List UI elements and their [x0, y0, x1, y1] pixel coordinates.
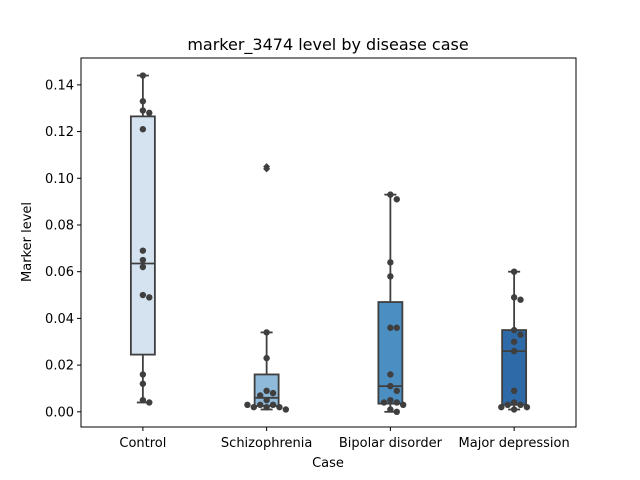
data-point	[139, 72, 147, 79]
data-point	[510, 294, 518, 301]
data-point	[263, 387, 270, 395]
data-point	[276, 403, 283, 411]
data-point	[139, 247, 147, 254]
data-point	[139, 98, 147, 105]
y-tick-label: 0.06	[45, 265, 74, 280]
data-point	[523, 403, 531, 411]
outlier-marker	[263, 163, 271, 171]
data-point	[393, 324, 400, 331]
data-point	[139, 371, 147, 378]
y-axis-label: Marker level	[20, 202, 35, 282]
data-point	[139, 107, 147, 114]
data-point	[498, 403, 505, 411]
data-point	[387, 324, 394, 331]
data-point	[139, 380, 147, 387]
data-point	[263, 329, 270, 336]
data-point	[393, 196, 400, 203]
data-point	[387, 191, 394, 198]
data-point	[387, 259, 394, 266]
plot-frame	[80, 57, 577, 428]
data-point	[257, 392, 264, 399]
data-point	[257, 401, 264, 409]
data-point	[393, 399, 400, 406]
y-tick-label: 0.04	[45, 312, 74, 327]
data-point	[282, 406, 290, 413]
data-point	[517, 331, 524, 338]
y-tick-label: 0.10	[45, 172, 74, 187]
x-tick-label: Bipolar disorder	[339, 436, 443, 451]
data-point	[504, 401, 511, 409]
data-point	[269, 389, 277, 397]
box-group-control	[129, 74, 156, 404]
y-tick-label: 0.12	[45, 125, 74, 140]
data-point	[510, 268, 518, 275]
data-point	[387, 371, 394, 378]
box-group-schizophrenia	[253, 163, 280, 411]
data-point	[517, 401, 524, 409]
data-point	[139, 256, 147, 264]
data-point	[263, 403, 270, 411]
data-point	[263, 354, 270, 362]
y-tick-label: 0.00	[45, 405, 74, 420]
data-point	[250, 403, 258, 411]
x-axis-label: Case	[312, 456, 344, 471]
data-point	[139, 291, 147, 299]
data-point	[399, 401, 407, 409]
data-point	[510, 387, 518, 395]
chart-title: marker_3474 level by disease case	[187, 35, 468, 55]
data-point	[244, 401, 251, 409]
y-tick-label: 0.02	[45, 359, 74, 374]
data-point	[139, 396, 147, 404]
data-point	[146, 109, 153, 117]
data-point	[510, 338, 518, 345]
y-tick-label: 0.08	[45, 218, 74, 233]
data-point	[387, 382, 394, 390]
data-point	[380, 399, 388, 406]
data-point	[510, 399, 518, 406]
data-point	[387, 406, 394, 413]
data-point	[387, 273, 394, 280]
x-tick-label: Control	[119, 436, 166, 451]
data-point	[263, 396, 270, 404]
box-iqr	[129, 115, 156, 356]
box-group-bipolar-disorder	[377, 193, 404, 413]
data-point	[517, 296, 524, 303]
data-point	[146, 399, 153, 406]
data-point	[393, 387, 400, 395]
y-tick-label: 0.14	[45, 78, 74, 93]
x-tick-label: Schizophrenia	[221, 436, 312, 451]
data-point	[393, 408, 400, 416]
data-point	[387, 396, 394, 404]
data-point	[510, 406, 518, 413]
data-point	[269, 401, 277, 409]
data-point	[139, 263, 147, 271]
x-tick-label: Major depression	[459, 436, 570, 451]
data-point	[139, 126, 147, 133]
data-point	[510, 347, 518, 355]
data-point	[510, 326, 518, 334]
data-point	[146, 294, 153, 301]
